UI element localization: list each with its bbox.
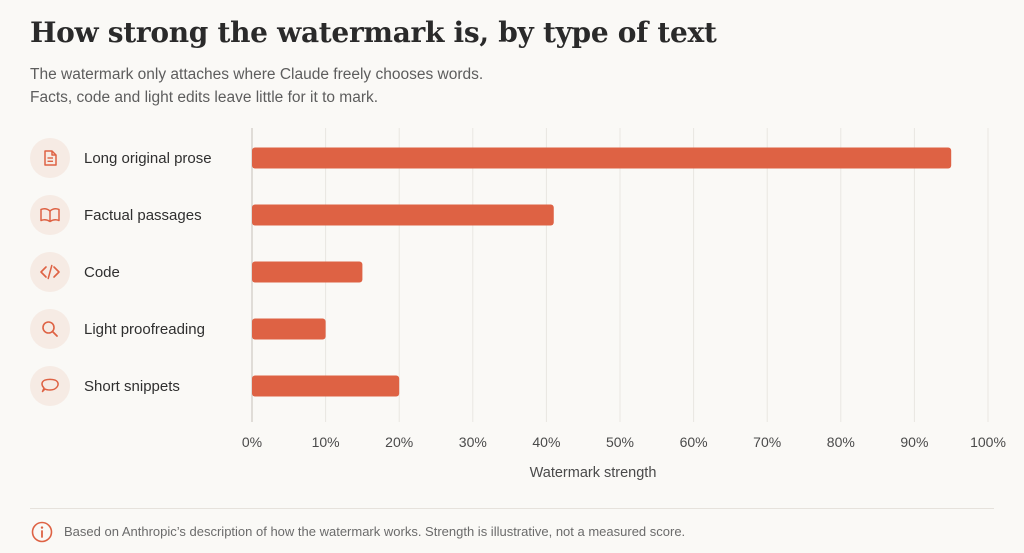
category-label: Short snippets bbox=[84, 378, 180, 395]
document-icon bbox=[44, 150, 57, 166]
chat-bubble-icon bbox=[41, 378, 59, 393]
bar bbox=[252, 318, 326, 340]
x-tick-label: 80% bbox=[827, 434, 855, 450]
bar-chart: 0% 10% 20% 30% 40% 50% 60% 70% 80% 90% 100% Waterma… bbox=[30, 128, 1006, 481]
x-tick-label: 10% bbox=[312, 434, 340, 450]
chart-subtitle-line-2: Facts, code and light edits leave little… bbox=[30, 89, 379, 106]
info-icon bbox=[31, 521, 53, 543]
book-icon bbox=[40, 208, 60, 223]
category-label: Factual passages bbox=[84, 207, 202, 224]
category-icon-badge bbox=[30, 309, 70, 349]
footnote-divider bbox=[30, 508, 994, 509]
x-axis-label: Watermark strength bbox=[530, 465, 657, 481]
category-icon-badge bbox=[30, 366, 70, 406]
bar bbox=[252, 261, 363, 283]
bar bbox=[252, 147, 952, 169]
bar bbox=[252, 375, 400, 397]
code-icon bbox=[40, 264, 60, 280]
x-tick-label: 50% bbox=[606, 434, 634, 450]
x-tick-label: 100% bbox=[970, 434, 1006, 450]
footnote: Based on Anthropic’s description of how … bbox=[64, 524, 686, 539]
category-label: Long original prose bbox=[84, 150, 212, 167]
x-tick-label: 90% bbox=[900, 434, 928, 450]
x-tick-label: 40% bbox=[532, 434, 560, 450]
x-tick-label: 0% bbox=[242, 434, 262, 450]
x-tick-label: 60% bbox=[680, 434, 708, 450]
x-tick-label: 70% bbox=[753, 434, 781, 450]
category-label: Light proofreading bbox=[84, 321, 205, 338]
chart-title: How strong the watermark is, by type of … bbox=[30, 16, 717, 49]
x-tick-label: 30% bbox=[459, 434, 487, 450]
x-tick-label: 20% bbox=[385, 434, 413, 450]
chart-subtitle-line-1: The watermark only attaches where Claude… bbox=[30, 66, 484, 83]
search-icon bbox=[42, 321, 58, 337]
category-label: Code bbox=[84, 264, 120, 281]
bar bbox=[252, 204, 554, 226]
